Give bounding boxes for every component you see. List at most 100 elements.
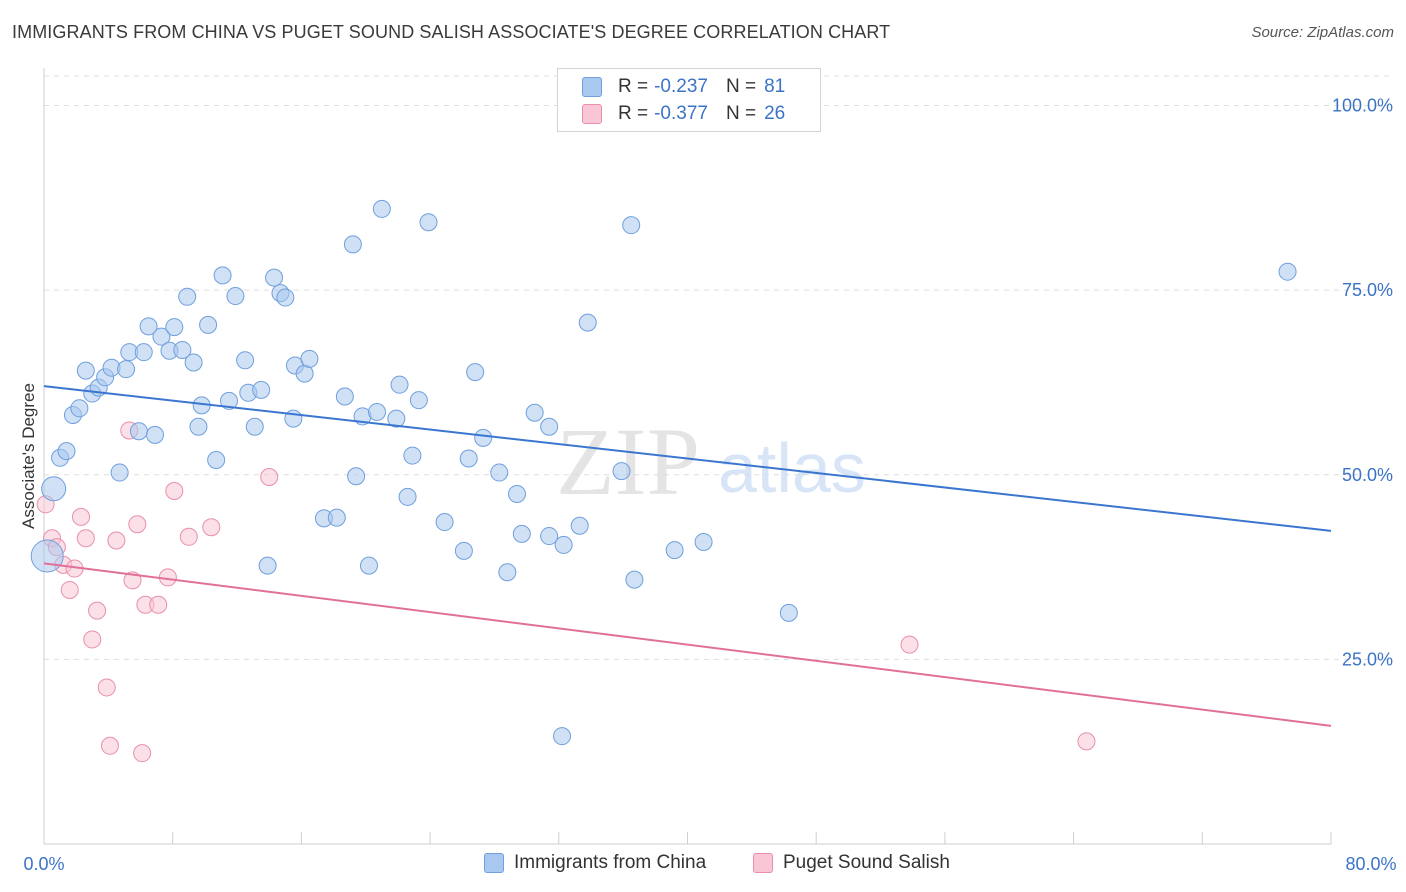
salish-point [72, 507, 91, 526]
china-point [554, 535, 573, 554]
china-point [622, 216, 641, 235]
china-point [372, 199, 391, 218]
china-point [178, 287, 197, 306]
legend: R = -0.237 N = 81 R = -0.377 N = 26 [557, 68, 821, 132]
china-point [359, 556, 378, 575]
salish-point [165, 482, 184, 501]
salish-point [179, 527, 198, 546]
legend-swatch-china [582, 77, 602, 97]
china-point [498, 563, 517, 582]
salish-point [83, 630, 102, 649]
legend-n-value: 26 [764, 103, 786, 124]
china-point [207, 451, 226, 469]
china-point [57, 442, 76, 461]
y-tick-label: 50.0% [1342, 465, 1393, 485]
china-point [152, 327, 171, 346]
china-point [540, 417, 559, 436]
series-swatch-salish [753, 853, 773, 873]
china-point [403, 446, 422, 465]
china-point [139, 317, 158, 336]
salish-point [128, 515, 147, 534]
y-tick-label: 100.0% [1332, 96, 1393, 116]
china-point [146, 425, 165, 444]
china-point [409, 391, 428, 410]
china-point [134, 343, 153, 362]
china-point [390, 375, 409, 394]
china-point [213, 266, 232, 285]
china-point [41, 476, 67, 502]
salish-point [76, 529, 95, 548]
salish-point [1077, 732, 1096, 751]
china-point [387, 409, 406, 428]
chart-title: IMMIGRANTS FROM CHINA VS PUGET SOUND SAL… [12, 22, 891, 42]
china-point [435, 513, 454, 532]
china-point [570, 516, 589, 535]
salish-point [100, 736, 119, 755]
china-point [327, 508, 346, 527]
china-point [540, 527, 559, 546]
china-point [466, 363, 485, 382]
y-tick-label: 75.0% [1342, 280, 1393, 300]
legend-n-label: N = [725, 103, 757, 124]
china-point [252, 380, 271, 399]
series-legend-item-china[interactable]: Immigrants from China [484, 852, 706, 874]
china-point [1278, 262, 1297, 281]
y-axis-label: Associate's Degree [19, 383, 38, 529]
china-point [368, 403, 387, 421]
salish-point [202, 518, 221, 537]
series-legend-label: Immigrants from China [514, 852, 707, 873]
legend-r-value: -0.377 [654, 103, 708, 124]
x-tick-label-min: 0.0% [23, 854, 64, 874]
source-credit: Source: ZipAtlas.com [1251, 24, 1394, 41]
legend-n-label: N = [725, 76, 757, 97]
china-point [189, 417, 208, 436]
china-point [507, 484, 526, 503]
china-point [474, 428, 493, 447]
china-trend-line [43, 385, 1332, 532]
china-point [665, 541, 684, 560]
china-point [245, 417, 264, 436]
salish-point [97, 678, 116, 697]
china-point [694, 532, 713, 551]
china-point [258, 556, 277, 575]
salish-point [149, 595, 168, 614]
china-point [76, 361, 95, 380]
china-point [129, 422, 148, 441]
china-point [525, 403, 544, 422]
china-point [30, 539, 64, 573]
salish-point [260, 467, 279, 486]
salish-point [60, 580, 79, 599]
legend-n-value: 81 [764, 76, 786, 97]
watermark-zip: ZIP [556, 408, 700, 515]
legend-row-salish: R = -0.377 N = 26 [582, 101, 785, 127]
china-point [419, 213, 438, 232]
series-swatch-china [484, 853, 504, 873]
tick-labels: 0.0% 80.0% 25.0% 50.0% 75.0% 100.0% [23, 96, 1396, 874]
china-point [625, 570, 644, 589]
china-point [612, 462, 631, 481]
series-legend: Immigrants from China Puget Sound Salish [0, 852, 1406, 878]
china-point [490, 463, 509, 482]
series-legend-label: Puget Sound Salish [783, 852, 950, 873]
china-point [347, 467, 366, 486]
china-point [276, 288, 295, 307]
china-point [459, 449, 478, 468]
china-point [70, 399, 89, 418]
legend-swatch-salish [582, 104, 602, 124]
china-point [117, 360, 136, 379]
series-legend-item-salish[interactable]: Puget Sound Salish [753, 852, 950, 874]
salish-point [123, 571, 142, 590]
y-tick-label: 25.0% [1342, 649, 1393, 669]
china-point [173, 340, 192, 359]
salish-point [133, 744, 152, 763]
china-point [779, 603, 798, 622]
china-point [553, 727, 572, 746]
salish-point [900, 635, 919, 654]
china-point [454, 541, 473, 560]
china-point [578, 313, 597, 332]
legend-r-value: -0.237 [654, 76, 708, 97]
china-point [226, 287, 245, 306]
axes [43, 68, 1332, 845]
legend-r-label: R = [618, 76, 649, 97]
